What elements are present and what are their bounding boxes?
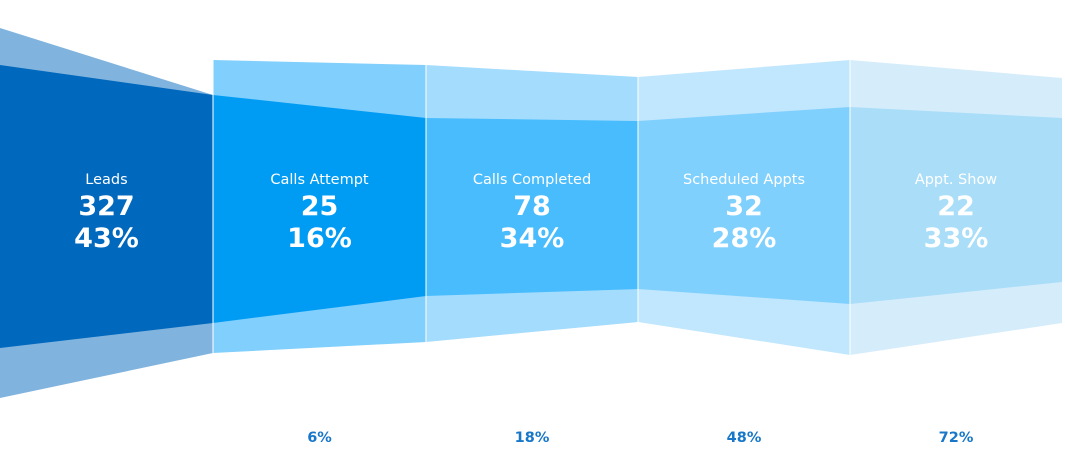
stage-band-calls-attempt [213, 95, 426, 323]
conversion-rate-scheduled-appts: 48% [727, 430, 762, 446]
stage-percent-calls-attempt: 16% [287, 223, 352, 254]
stage-label-calls-attempt: Calls Attempt [270, 172, 369, 188]
stage-count-calls-completed: 78 [513, 191, 551, 222]
stage-percent-appt-show: 33% [924, 223, 989, 254]
stage-count-appt-show: 22 [937, 191, 975, 222]
stage-count-leads: 327 [78, 191, 134, 222]
funnel-bands [0, 28, 1062, 398]
stage-label-appt-show: Appt. Show [915, 172, 997, 188]
conversion-rate-calls-attempt: 6% [307, 430, 332, 446]
stage-count-scheduled-appts: 32 [725, 191, 763, 222]
stage-percent-leads: 43% [74, 223, 139, 254]
conversion-rates: 6% 18% 48% 72% [307, 430, 974, 446]
stage-percent-scheduled-appts: 28% [712, 223, 777, 254]
stage-percent-calls-completed: 34% [500, 223, 565, 254]
stage-band-calls-completed [426, 118, 638, 296]
conversion-rate-appt-show: 72% [939, 430, 974, 446]
stage-label-leads: Leads [85, 172, 127, 188]
stage-band-appt-show [850, 107, 1062, 304]
stage-band-scheduled-appts [638, 107, 850, 304]
stage-count-calls-attempt: 25 [301, 191, 339, 222]
conversion-rate-calls-completed: 18% [515, 430, 550, 446]
stage-label-calls-completed: Calls Completed [473, 172, 591, 188]
stage-band-leads [0, 65, 213, 348]
stage-label-scheduled-appts: Scheduled Appts [683, 172, 805, 188]
